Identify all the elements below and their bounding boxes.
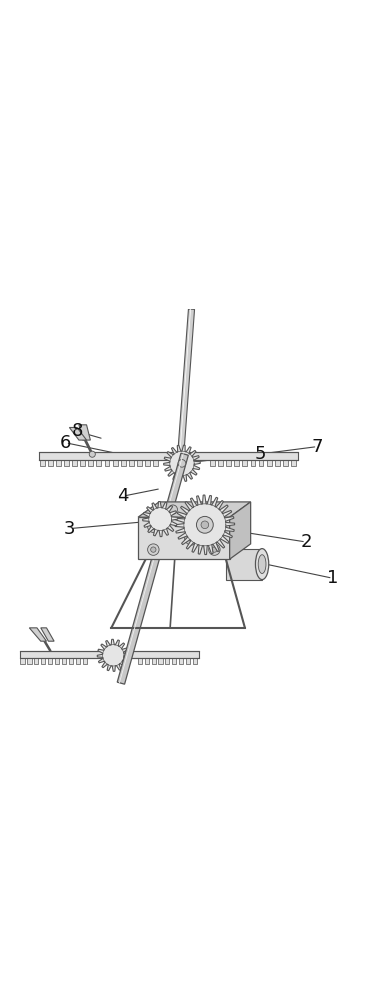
- Circle shape: [212, 524, 217, 529]
- Polygon shape: [88, 460, 93, 466]
- Circle shape: [178, 460, 186, 467]
- Polygon shape: [242, 460, 247, 466]
- Polygon shape: [145, 460, 150, 466]
- Polygon shape: [55, 658, 59, 664]
- Polygon shape: [153, 460, 158, 466]
- Polygon shape: [152, 658, 155, 664]
- Polygon shape: [138, 658, 142, 664]
- Text: 6: 6: [60, 434, 71, 452]
- Polygon shape: [172, 658, 176, 664]
- Polygon shape: [20, 658, 25, 664]
- Circle shape: [151, 547, 156, 552]
- Polygon shape: [48, 658, 52, 664]
- Polygon shape: [113, 460, 118, 466]
- Polygon shape: [69, 427, 87, 440]
- Polygon shape: [97, 460, 101, 466]
- Polygon shape: [97, 639, 129, 671]
- Circle shape: [188, 535, 195, 541]
- Polygon shape: [145, 658, 149, 664]
- Polygon shape: [117, 453, 188, 684]
- Polygon shape: [138, 502, 250, 517]
- Polygon shape: [80, 460, 85, 466]
- Polygon shape: [137, 460, 142, 466]
- Polygon shape: [72, 460, 77, 466]
- Circle shape: [209, 544, 220, 555]
- Ellipse shape: [258, 555, 266, 574]
- Polygon shape: [48, 460, 52, 466]
- Circle shape: [212, 547, 217, 552]
- Text: 3: 3: [64, 520, 75, 538]
- Text: 2: 2: [300, 533, 312, 551]
- Polygon shape: [83, 658, 87, 664]
- Polygon shape: [226, 549, 262, 580]
- Polygon shape: [177, 309, 195, 464]
- Polygon shape: [159, 658, 162, 664]
- Polygon shape: [27, 658, 31, 664]
- Polygon shape: [76, 658, 80, 664]
- Polygon shape: [234, 460, 239, 466]
- Polygon shape: [210, 460, 215, 466]
- Polygon shape: [69, 658, 73, 664]
- Polygon shape: [79, 425, 90, 440]
- Text: 5: 5: [254, 445, 266, 463]
- Polygon shape: [193, 658, 197, 664]
- Polygon shape: [164, 445, 200, 482]
- Circle shape: [89, 451, 95, 457]
- Polygon shape: [41, 658, 45, 664]
- Text: 7: 7: [312, 438, 323, 456]
- Polygon shape: [64, 460, 69, 466]
- Polygon shape: [121, 460, 126, 466]
- Polygon shape: [40, 460, 44, 466]
- Polygon shape: [179, 658, 183, 664]
- Ellipse shape: [255, 549, 269, 580]
- Polygon shape: [186, 658, 190, 664]
- Polygon shape: [275, 460, 280, 466]
- Text: 8: 8: [71, 422, 83, 440]
- Polygon shape: [230, 502, 250, 559]
- Circle shape: [201, 521, 209, 529]
- Polygon shape: [259, 460, 264, 466]
- Circle shape: [196, 516, 213, 533]
- Polygon shape: [291, 460, 296, 466]
- Polygon shape: [56, 460, 61, 466]
- Polygon shape: [129, 460, 134, 466]
- Polygon shape: [62, 658, 66, 664]
- Polygon shape: [175, 495, 235, 555]
- Polygon shape: [142, 502, 178, 537]
- Circle shape: [147, 544, 159, 555]
- Polygon shape: [138, 517, 230, 559]
- Polygon shape: [283, 460, 288, 466]
- Text: 4: 4: [117, 487, 129, 505]
- Polygon shape: [41, 628, 54, 641]
- Circle shape: [209, 521, 220, 532]
- Polygon shape: [267, 460, 272, 466]
- Polygon shape: [226, 460, 231, 466]
- Circle shape: [168, 505, 177, 514]
- Polygon shape: [105, 460, 110, 466]
- Text: 1: 1: [327, 569, 339, 587]
- Polygon shape: [250, 460, 255, 466]
- Circle shape: [151, 524, 156, 529]
- Polygon shape: [218, 460, 223, 466]
- Polygon shape: [20, 651, 199, 658]
- Polygon shape: [34, 658, 38, 664]
- Polygon shape: [39, 452, 298, 460]
- Polygon shape: [29, 628, 46, 641]
- Circle shape: [185, 531, 198, 545]
- Polygon shape: [165, 658, 169, 664]
- Circle shape: [147, 521, 159, 532]
